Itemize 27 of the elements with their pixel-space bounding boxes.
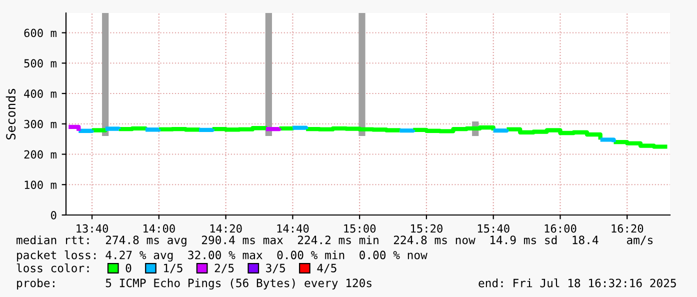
x-tick-label: 15:40	[478, 224, 510, 233]
y-tick-label: 400 m	[24, 90, 56, 98]
x-tick-label: 15:20	[411, 224, 442, 233]
legend-label: 3/5	[266, 264, 285, 274]
y-tick-label: 0	[51, 211, 56, 220]
y-tick-label: 300 m	[24, 120, 56, 128]
x-tick-label: 14:00	[144, 224, 175, 233]
text: loss color:	[16, 263, 89, 272]
text: median rtt: 274.8 ms avg 290.4 ms max 224.2 ms min 224.8 ms now 14.9 ms sd 18.4 am/s	[16, 235, 653, 247]
x-tick-label: 14:40	[277, 224, 309, 233]
text: end: Fri Jul 18 16:32:16 2025	[478, 278, 676, 288]
x-tick-label: 16:20	[612, 224, 644, 233]
legend-label: 0	[126, 264, 132, 272]
y-axis-title: Seconds	[6, 88, 16, 140]
text: packet loss: 4.27 % avg 32.00 % max 0.00 % min 0.00 % now	[17, 250, 428, 262]
y-tick-label: 100 m	[24, 180, 56, 190]
y-tick-label: 200 m	[24, 150, 56, 159]
x-tick-label: 13:40	[76, 224, 108, 233]
legend-label: 1/5	[164, 264, 182, 274]
x-tick-label: 16:00	[544, 224, 576, 233]
legend-label: 4/5	[317, 264, 336, 274]
y-tick-label: 600 m	[24, 28, 56, 38]
y-tick-label: 500 m	[24, 59, 56, 68]
x-tick-label: 15:00	[344, 224, 376, 233]
text: probe: 5 ICMP Echo Pings (56 Bytes) every 120s	[17, 278, 372, 290]
x-tick-label: 14:20	[210, 224, 242, 233]
legend-label: 2/5	[214, 264, 234, 274]
